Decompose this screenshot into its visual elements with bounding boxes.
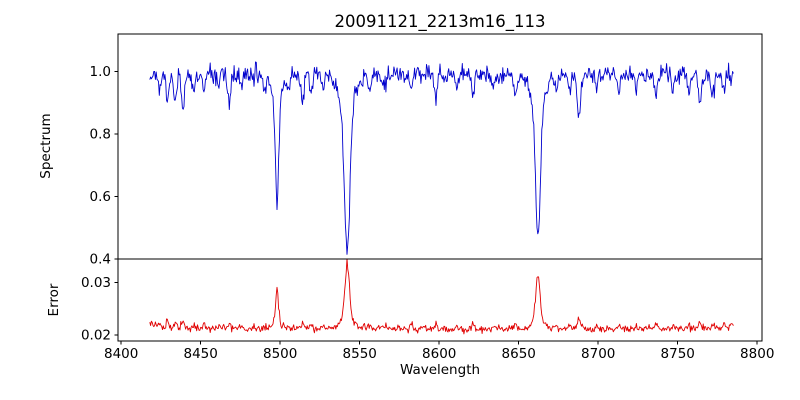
x-axis-label: Wavelength xyxy=(399,362,481,378)
x-tick-label: 8750 xyxy=(661,346,695,362)
y-tick-label-error: 0.03 xyxy=(81,275,111,291)
error-axes-box xyxy=(117,258,763,342)
y-tick-label-spectrum: 0.6 xyxy=(90,189,111,205)
x-tick-label: 8450 xyxy=(184,346,218,362)
x-tick-label: 8550 xyxy=(343,346,377,362)
chart-title: 20091121_2213m16_113 xyxy=(334,12,546,31)
x-tick-label: 8800 xyxy=(740,346,774,362)
y-tick-label-spectrum: 0.8 xyxy=(90,127,111,143)
x-tick-label: 8700 xyxy=(581,346,615,362)
x-tick-label: 8400 xyxy=(104,346,138,362)
y-tick-label-spectrum: 0.4 xyxy=(90,252,111,268)
y-tick-label-spectrum: 1.0 xyxy=(90,64,111,80)
spectrum-line xyxy=(149,61,734,255)
error-line xyxy=(149,259,734,335)
x-tick-label: 8600 xyxy=(422,346,456,362)
x-tick-label: 8650 xyxy=(502,346,536,362)
y-tick-label-error: 0.02 xyxy=(81,328,111,344)
x-tick-label: 8500 xyxy=(263,346,297,362)
